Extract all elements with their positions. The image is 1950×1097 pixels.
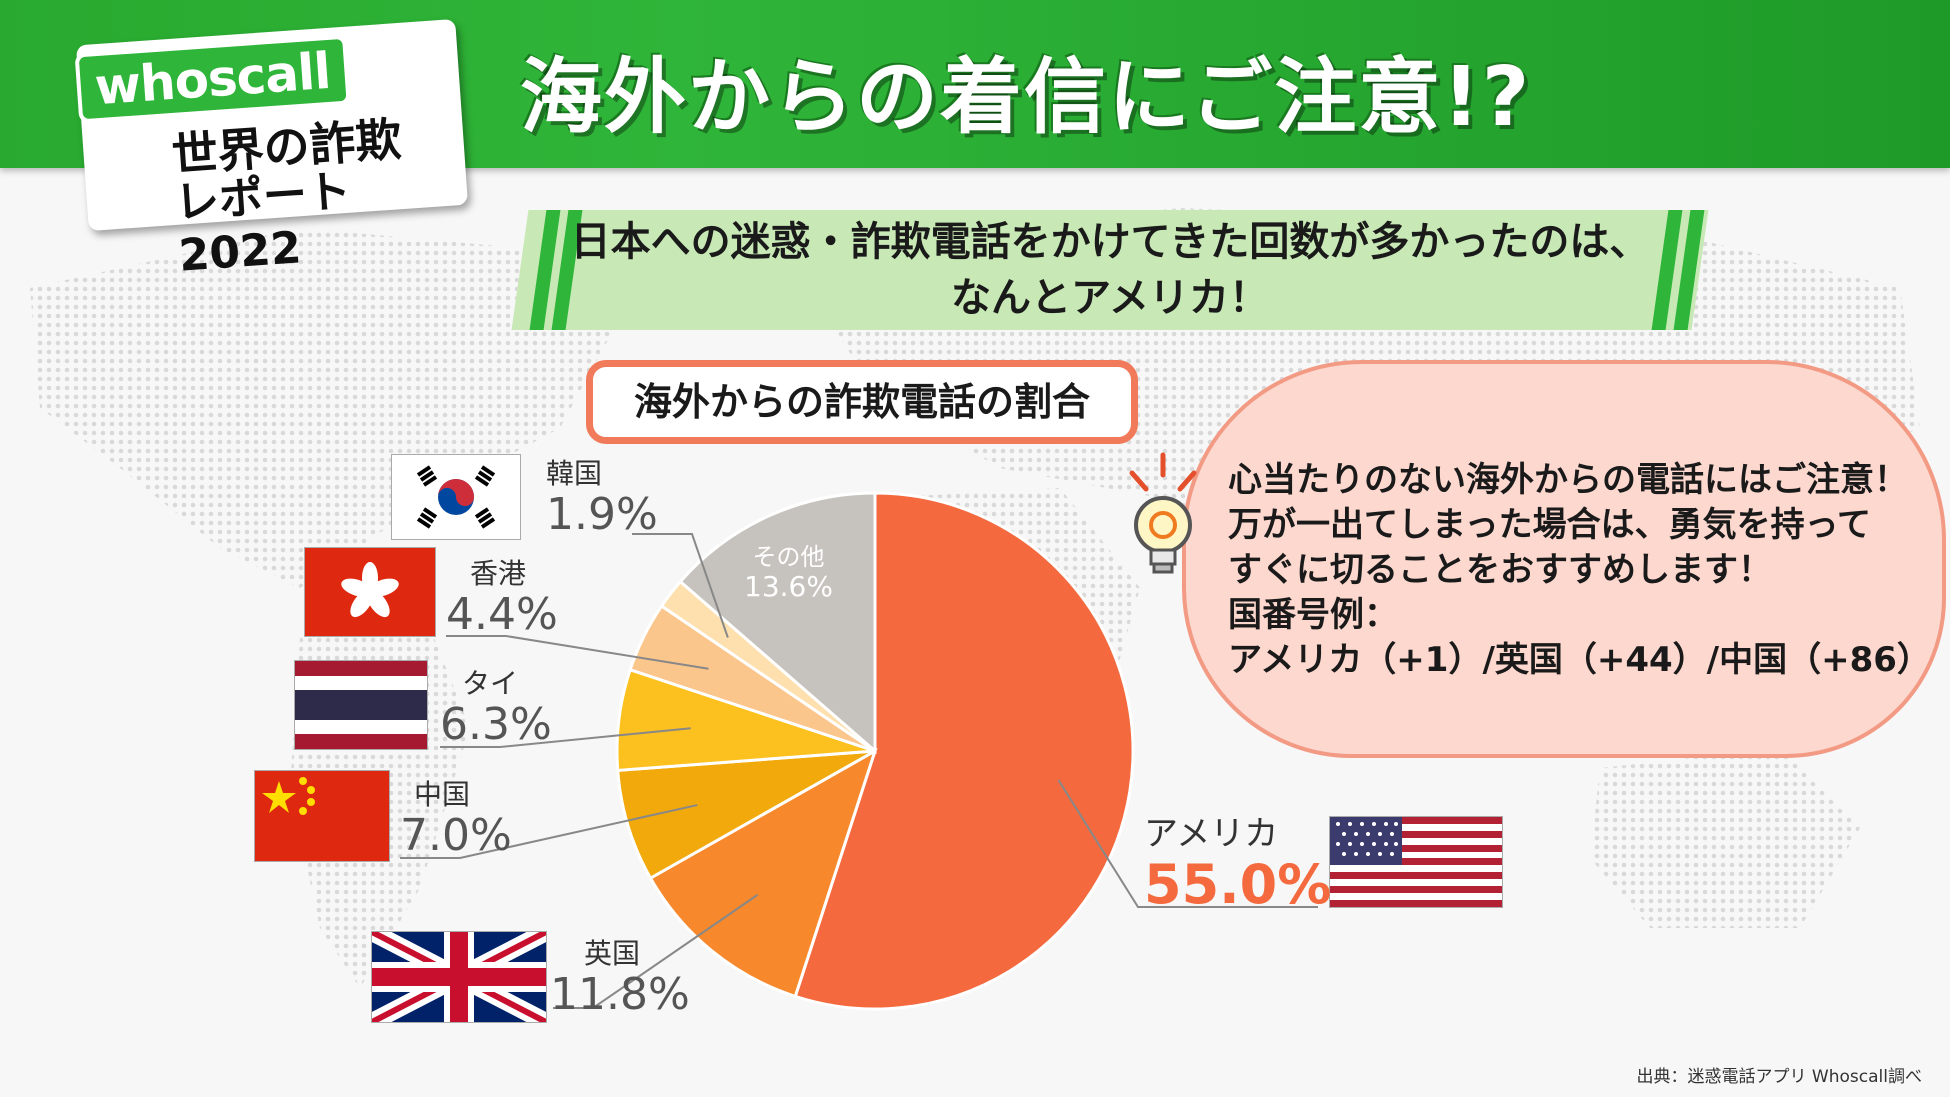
pie-slice-usa (793, 491, 1135, 1011)
korea-label-value: 1.9% (546, 489, 658, 540)
other-label: その他 13.6% (744, 537, 833, 602)
china-label: 中国 7.0% (400, 773, 512, 859)
leader-line-uk (553, 894, 759, 1009)
china-label-value: 7.0% (400, 810, 512, 861)
korea-flag-icon (392, 455, 520, 539)
hongkong-label-value: 4.4% (446, 589, 558, 640)
usa-label-value: 55.0% (1144, 853, 1332, 916)
advice-cloud (1182, 360, 1946, 758)
korea-label-name: 韓国 (546, 457, 603, 490)
leader-line-thailand (440, 727, 691, 748)
headline-line2: なんとアメリカ！ (951, 275, 1269, 321)
usa-label-name: アメリカ (1144, 814, 1279, 854)
advice-line: 国番号例： (1228, 595, 1398, 635)
uk-label: 英国 11.8% (550, 932, 690, 1018)
thailand-label: タイ 6.3% (440, 662, 552, 748)
hongkong-flag-icon (305, 548, 435, 636)
uk-flag-icon (372, 932, 546, 1022)
leader-line-china (400, 804, 698, 859)
china-label-name: 中国 (414, 778, 471, 811)
leader-line-hongkong (446, 635, 709, 670)
pie-slice-china (616, 749, 876, 881)
china-flag-icon (255, 771, 389, 861)
hongkong-label: 香港 4.4% (446, 552, 558, 638)
page-title: 海外からの着信にご注意!? (520, 50, 1532, 145)
leader-line-korea (632, 533, 729, 638)
usa-label: アメリカ 55.0% (1144, 806, 1331, 915)
leader-line-usa (1057, 779, 1318, 908)
thailand-label-value: 6.3% (440, 699, 552, 750)
chart-title: 海外からの詐欺電話の割合 (586, 360, 1138, 444)
hongkong-label-name: 香港 (470, 557, 527, 590)
uk-label-value: 11.8% (550, 969, 690, 1020)
advice-line: アメリカ（+1）/英国（+44）/中国（+86） (1228, 640, 1931, 680)
advice-line: 万が一出てしまった場合は、勇気を持って (1228, 505, 1871, 545)
uk-label-name: 英国 (584, 937, 641, 970)
headline-text: 日本への迷惑・詐欺電話をかけてきた回数が多かったのは、 なんとアメリカ！ (520, 214, 1700, 326)
advice-line: 心当たりのない海外からの電話にはご注意！ (1228, 460, 1908, 500)
pie-slice-other (678, 491, 877, 755)
headline-line1: 日本への迷惑・詐欺電話をかけてきた回数が多かったのは、 (570, 219, 1650, 265)
advice-text: 心当たりのない海外からの電話にはご注意！ 万が一出てしまった場合は、勇気を持って… (1228, 458, 1931, 683)
usa-flag-icon (1330, 817, 1502, 907)
thailand-flag-icon (295, 661, 427, 749)
source-note: 出典：迷惑電話アプリ Whoscall調べ (1636, 1067, 1922, 1087)
advice-line: すぐに切ることをおすすめします！ (1228, 550, 1772, 590)
other-label-name: その他 (752, 543, 825, 571)
thailand-label-name: タイ (462, 667, 519, 700)
lightbulb-icon (1129, 452, 1197, 574)
korea-label: 韓国 1.9% (546, 452, 658, 538)
pie-slice-uk (648, 747, 878, 999)
other-label-value: 13.6% (744, 570, 833, 603)
